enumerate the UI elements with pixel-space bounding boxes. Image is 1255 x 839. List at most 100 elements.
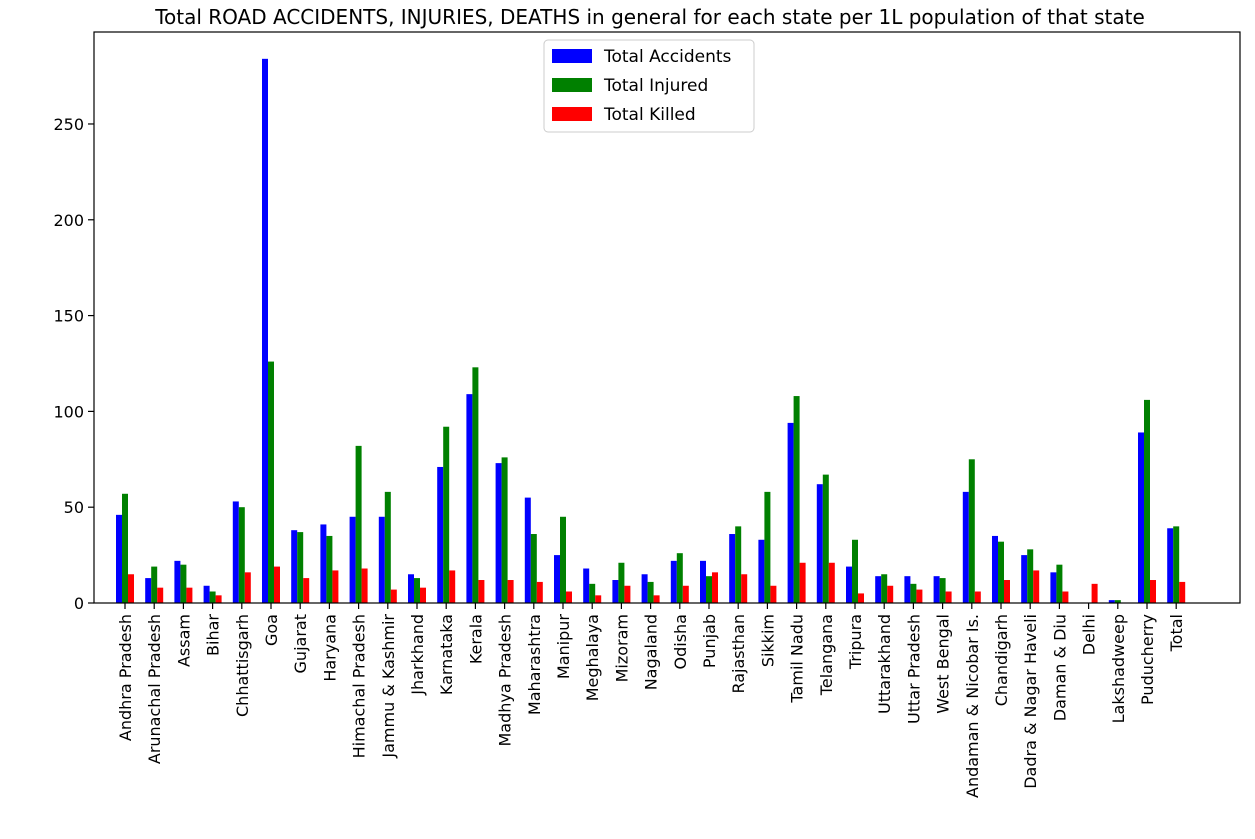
bar-total-killed-7 <box>332 570 339 603</box>
bar-total-accidents-3 <box>203 585 210 603</box>
x-tick-label: Puducherry <box>1138 614 1157 705</box>
x-tick-label: Dadra & Nagar Haveli <box>1021 614 1040 789</box>
bar-total-accidents-10 <box>408 574 414 603</box>
y-axis: 0 50 100 150 200 250 <box>53 115 94 613</box>
bar-total-killed-17 <box>624 585 631 603</box>
bar-total-accidents-17 <box>612 580 619 603</box>
bar-total-killed-16 <box>595 595 602 603</box>
bar-total-injured-25 <box>852 539 858 603</box>
bar-total-injured-14 <box>530 534 537 603</box>
bar-total-accidents-27 <box>904 576 911 603</box>
bar-total-accidents-36 <box>1167 528 1174 603</box>
x-tick-label: Uttarakhand <box>875 614 894 714</box>
bar-total-accidents-23 <box>787 422 794 603</box>
bars-group <box>116 58 1186 603</box>
bar-total-injured-36 <box>1173 526 1180 603</box>
x-tick-label: Bihar <box>204 614 223 656</box>
bar-total-killed-33 <box>1091 583 1098 603</box>
bar-total-killed-12 <box>478 580 485 603</box>
bar-total-injured-34 <box>1114 600 1121 603</box>
legend-swatch <box>552 107 592 121</box>
bar-total-accidents-8 <box>349 516 356 603</box>
bar-total-injured-35 <box>1144 399 1150 603</box>
bar-total-killed-15 <box>566 591 572 603</box>
x-tick-label: Tripura <box>846 614 865 670</box>
legend-label: Total Injured <box>603 76 708 96</box>
x-tick-label: Gujarat <box>291 614 310 673</box>
bar-total-killed-3 <box>215 595 222 603</box>
bar-total-killed-31 <box>1033 570 1040 603</box>
bar-total-injured-29 <box>968 459 975 603</box>
bar-total-killed-27 <box>916 589 923 603</box>
bar-total-killed-1 <box>157 587 164 603</box>
bar-total-injured-28 <box>939 578 946 603</box>
bar-total-accidents-35 <box>1138 432 1144 603</box>
x-tick-label: Karnataka <box>437 614 456 695</box>
bar-total-killed-11 <box>449 570 456 603</box>
x-tick-label: Andhra Pradesh <box>116 614 135 741</box>
bar-total-accidents-32 <box>1050 572 1057 603</box>
x-tick-label: Rajasthan <box>729 614 748 694</box>
bar-total-killed-32 <box>1062 591 1069 603</box>
x-tick-label: Chandigarh <box>992 614 1011 706</box>
x-tick-label: Delhi <box>1080 614 1099 655</box>
bar-total-killed-35 <box>1150 580 1156 603</box>
bar-total-accidents-5 <box>262 58 268 603</box>
bar-total-accidents-20 <box>700 560 706 603</box>
bar-total-injured-10 <box>414 578 420 603</box>
y-tick-label: 250 <box>53 115 84 134</box>
bar-total-accidents-1 <box>145 578 152 603</box>
bar-total-accidents-34 <box>1108 600 1115 603</box>
x-tick-label: Himachal Pradesh <box>350 614 369 758</box>
bar-total-killed-18 <box>653 595 660 603</box>
bar-total-injured-19 <box>676 553 683 603</box>
bar-total-injured-1 <box>151 566 158 603</box>
bar-total-accidents-2 <box>174 560 181 603</box>
bar-total-injured-27 <box>910 583 917 603</box>
x-tick-label: Jharkhand <box>408 614 427 696</box>
bar-total-injured-5 <box>268 361 274 603</box>
bar-total-injured-7 <box>326 535 333 603</box>
bar-total-injured-4 <box>238 507 245 603</box>
x-tick-label: Arunachal Pradesh <box>145 614 164 764</box>
x-tick-label: Chhattisgarh <box>233 614 252 717</box>
bar-total-injured-9 <box>384 491 391 603</box>
bar-total-accidents-28 <box>933 576 940 603</box>
bar-total-accidents-13 <box>495 463 502 603</box>
bar-total-injured-31 <box>1027 549 1034 603</box>
bar-total-killed-6 <box>303 578 310 603</box>
bar-total-accidents-12 <box>466 394 473 603</box>
x-tick-label: Kerala <box>466 614 485 664</box>
bar-total-accidents-21 <box>729 534 736 603</box>
bar-total-accidents-26 <box>875 576 882 603</box>
x-tick-label: Meghalaya <box>583 614 602 701</box>
bar-total-killed-24 <box>828 562 835 603</box>
x-tick-label: Assam <box>174 614 193 667</box>
x-tick-label: Tamil Nadu <box>788 614 807 704</box>
bar-total-killed-21 <box>741 574 748 603</box>
x-tick-label: Lakshadweep <box>1109 614 1128 723</box>
bar-total-killed-22 <box>770 585 777 603</box>
bar-total-injured-12 <box>472 367 479 603</box>
bar-total-accidents-30 <box>992 535 998 603</box>
bar-total-accidents-24 <box>816 484 823 603</box>
bar-total-injured-20 <box>706 576 712 603</box>
legend-label: Total Accidents <box>603 47 732 67</box>
bar-total-accidents-29 <box>962 491 969 603</box>
x-tick-label: Goa <box>262 614 281 646</box>
bar-total-killed-0 <box>128 574 134 603</box>
bar-total-accidents-19 <box>670 560 677 603</box>
bar-total-killed-2 <box>186 587 193 603</box>
bar-total-injured-21 <box>735 526 742 603</box>
legend-box <box>543 39 755 133</box>
x-tick-label: Andaman & Nicobar Is. <box>963 614 982 798</box>
bar-total-injured-13 <box>501 457 508 603</box>
bar-total-injured-8 <box>355 445 362 603</box>
bar-total-injured-15 <box>560 516 566 603</box>
bar-total-accidents-0 <box>116 514 122 603</box>
x-tick-label: Daman & Diu <box>1050 614 1069 721</box>
bar-total-killed-36 <box>1179 581 1186 603</box>
bar-total-injured-24 <box>822 474 829 603</box>
x-tick-label: Uttar Pradesh <box>904 614 923 724</box>
